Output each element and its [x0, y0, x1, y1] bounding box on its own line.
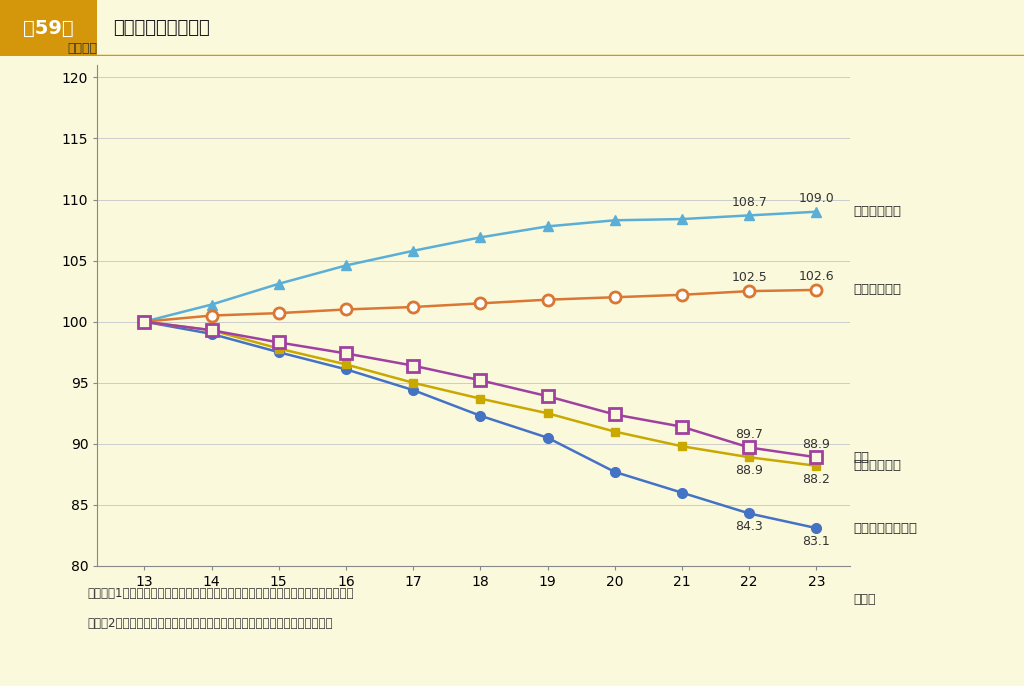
- Text: （注）　1　「地方公務員給与実態調査」（平成２３年４月１日現在）により算出。: （注） 1 「地方公務員給与実態調査」（平成２３年４月１日現在）により算出。: [87, 587, 353, 600]
- Text: 102.5: 102.5: [731, 272, 767, 285]
- Text: 総計: 総計: [853, 451, 869, 464]
- Text: 2　平成１３年４月１日現在の人数を１００とした場合の指数である。: 2 平成１３年４月１日現在の人数を１００とした場合の指数である。: [87, 617, 333, 630]
- Text: 109.0: 109.0: [799, 192, 835, 205]
- Text: 88.9: 88.9: [803, 438, 830, 451]
- Text: 教育関係職員: 教育関係職員: [853, 460, 901, 472]
- Text: （年）: （年）: [854, 593, 877, 606]
- Text: 警察関係職員: 警察関係職員: [853, 205, 901, 218]
- Bar: [0, 0, 97, 56]
- Text: 地方公務員数の推移: 地方公務員数の推移: [113, 19, 209, 37]
- Text: 83.1: 83.1: [803, 535, 830, 548]
- Text: 108.7: 108.7: [731, 196, 767, 209]
- Text: 消防関係職員: 消防関係職員: [853, 283, 901, 296]
- Text: 88.2: 88.2: [803, 473, 830, 486]
- Text: （指数）: （指数）: [68, 42, 97, 55]
- Text: 88.9: 88.9: [735, 464, 763, 477]
- Text: 84.3: 84.3: [735, 520, 763, 533]
- Text: 102.6: 102.6: [799, 270, 835, 283]
- Text: 第59図: 第59図: [24, 19, 74, 38]
- Text: 89.7: 89.7: [735, 428, 763, 441]
- Text: 一般行政関係職員: 一般行政関係職員: [853, 521, 918, 534]
